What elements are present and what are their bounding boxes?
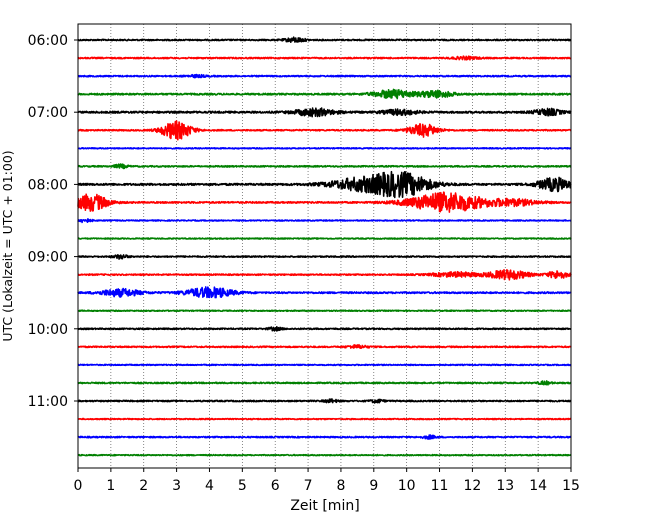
seismogram-traces xyxy=(77,36,572,457)
x-axis-ticks: 0 1 2 3 4 5 6 7 8 9 10 11 12 13 14 15 xyxy=(74,468,580,494)
x-tick-label: 14 xyxy=(529,478,547,494)
x-tick-label: 1 xyxy=(106,478,115,494)
trace-0730 xyxy=(77,146,572,150)
trace-0815 xyxy=(77,191,572,213)
trace-0600 xyxy=(77,36,572,43)
trace-1015 xyxy=(77,343,572,349)
trace-0945 xyxy=(77,309,572,313)
trace-1045 xyxy=(77,380,572,386)
y-axis-ticks: 06:00 07:00 08:00 09:00 10:00 11:00 xyxy=(28,33,78,410)
x-tick-label: 15 xyxy=(562,478,580,494)
y-tick-label: 08:00 xyxy=(28,177,68,193)
y-tick-label: 10:00 xyxy=(28,322,68,338)
y-tick-label: 07:00 xyxy=(28,105,68,121)
x-tick-label: 10 xyxy=(398,478,416,494)
x-tick-label: 4 xyxy=(205,478,214,494)
trace-1000 xyxy=(77,325,572,332)
x-tick-label: 8 xyxy=(336,478,345,494)
trace-0845 xyxy=(77,237,572,240)
trace-0930 xyxy=(77,286,572,299)
y-axis-label: UTC (Lokalzeit = UTC + 01:00) xyxy=(0,150,15,341)
y-tick-label: 11:00 xyxy=(28,394,68,410)
trace-0800 xyxy=(77,170,572,199)
y-tick-label: 09:00 xyxy=(28,250,68,266)
trace-0715 xyxy=(77,120,572,141)
trace-0630 xyxy=(77,73,572,79)
x-tick-label: 12 xyxy=(463,478,481,494)
trace-0745 xyxy=(77,163,572,170)
x-tick-label: 0 xyxy=(74,478,83,494)
x-tick-label: 7 xyxy=(304,478,313,494)
x-tick-label: 3 xyxy=(172,478,181,494)
trace-1100 xyxy=(77,398,572,404)
x-tick-label: 11 xyxy=(431,478,449,494)
x-tick-label: 13 xyxy=(496,478,514,494)
x-tick-label: 9 xyxy=(369,478,378,494)
trace-0830 xyxy=(77,218,572,224)
plot-frame xyxy=(77,23,572,469)
vertical-gridlines xyxy=(110,24,539,468)
trace-0615 xyxy=(77,55,572,61)
trace-1130 xyxy=(77,434,572,440)
x-tick-label: 6 xyxy=(271,478,280,494)
trace-1145 xyxy=(77,453,572,457)
x-tick-label: 5 xyxy=(238,478,247,494)
x-tick-label: 2 xyxy=(139,478,148,494)
trace-0915 xyxy=(77,269,572,281)
trace-0900 xyxy=(77,254,572,260)
trace-1115 xyxy=(77,417,572,421)
y-tick-label: 06:00 xyxy=(28,33,68,49)
x-axis-label: Zeit [min] xyxy=(290,498,359,514)
trace-1030 xyxy=(77,363,572,367)
trace-0645 xyxy=(77,88,572,100)
trace-0700 xyxy=(77,107,572,118)
